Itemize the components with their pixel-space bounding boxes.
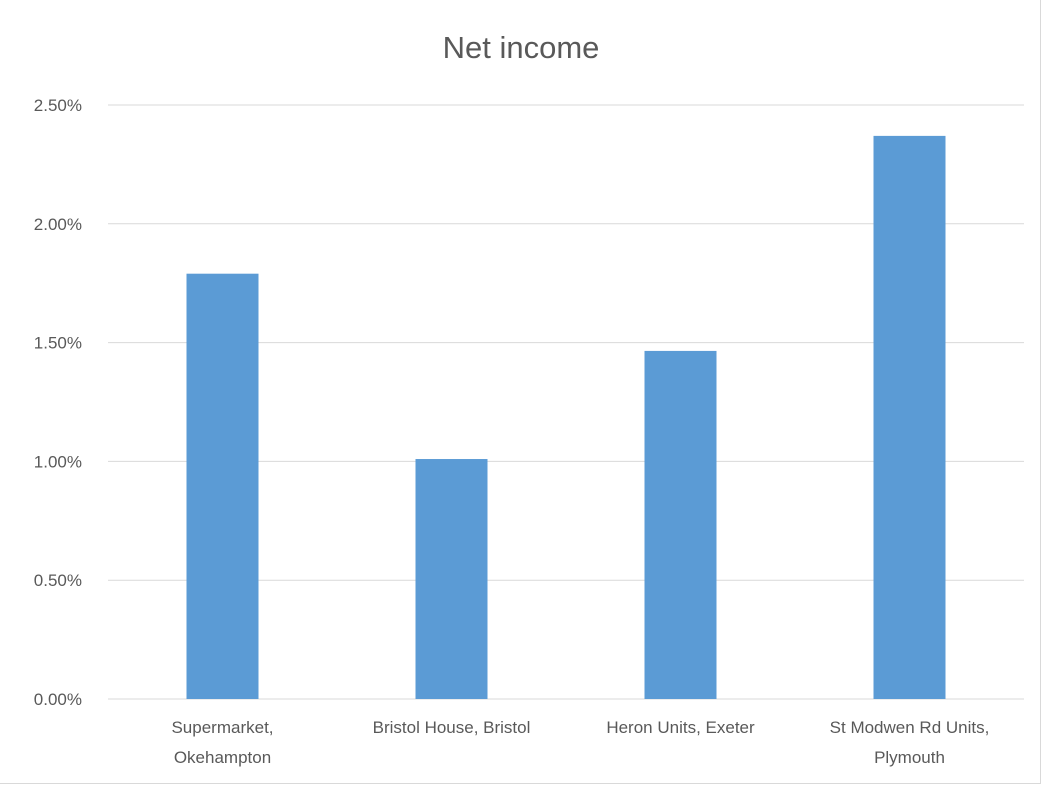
bar [186,273,259,699]
y-axis-ticks: 0.00% 0.50% 1.00% 1.50% 2.00% 2.50% [34,96,82,709]
bar [415,459,488,699]
y-tick-label: 1.00% [34,452,82,471]
y-tick-label: 2.50% [34,96,82,115]
bar [644,350,717,699]
x-tick-label: Heron Units, Exeter [606,718,755,737]
y-tick-label: 0.00% [34,690,82,709]
y-tick-label: 0.50% [34,571,82,590]
x-tick-label: St Modwen Rd Units, [830,718,990,737]
chart-title: Net income [442,30,600,65]
x-tick-label: Bristol House, Bristol [373,718,531,737]
gridlines [108,104,1024,700]
y-tick-label: 1.50% [34,334,82,353]
x-tick-label: Supermarket, [171,718,273,737]
y-tick-label: 2.00% [34,215,82,234]
x-tick-label: Okehampton [174,748,271,767]
bars [186,135,946,699]
x-tick-label: Plymouth [874,748,945,767]
x-axis-labels: Supermarket, Okehampton Bristol House, Bri… [171,718,989,767]
bar [873,135,946,699]
